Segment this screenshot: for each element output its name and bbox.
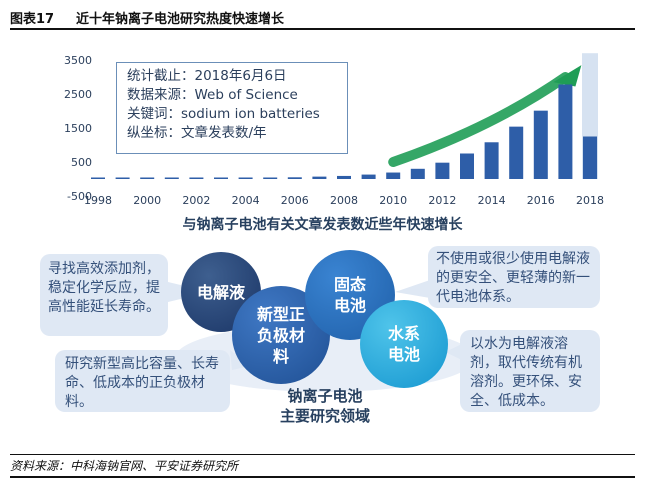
diagram-center-title: 钠离子电池 主要研究领域	[250, 386, 400, 426]
center-title-line-1: 钠离子电池	[287, 387, 363, 405]
y-tick-label: 500	[71, 156, 92, 169]
bar-2004	[238, 177, 253, 179]
bar-1998	[91, 177, 105, 179]
x-tick-label: 2008	[330, 194, 358, 207]
x-tick-label: 2006	[281, 194, 309, 207]
note-solid: 不使用或很少使用电解液的更安全、更轻薄的新一代电池体系。	[428, 246, 600, 308]
x-tick-label: 2016	[527, 194, 555, 207]
x-tick-label: 1998	[84, 194, 112, 207]
note-pointer-aqueous	[445, 344, 462, 360]
bar-2006	[287, 177, 302, 179]
bar-2018	[583, 136, 597, 179]
center-title-line-2: 主要研究领域	[279, 407, 370, 425]
note-aqueous: 以水为电解液溶剂，取代传统有机溶剂。更环保、安全、低成本。	[460, 330, 600, 412]
figure-title: 近十年钠离子电池研究热度快速增长	[76, 12, 285, 27]
bar-2003	[214, 177, 228, 179]
bar-2017	[558, 84, 573, 179]
info-box: 统计截止：2018年6月6日 数据来源：Web of Science 关键词：s…	[116, 62, 348, 154]
bar-1999	[115, 177, 130, 179]
figure-header: 图表17 近十年钠离子电池研究热度快速增长	[10, 6, 635, 30]
bar-2005	[263, 177, 278, 179]
note-electrode: 研究新型高比容量、长寿命、低成本的正负极材料。	[55, 350, 230, 412]
info-line-date: 统计截止：2018年6月6日	[127, 68, 287, 84]
x-tick-label: 2012	[428, 194, 456, 207]
trend-arrow-head	[553, 65, 582, 87]
bar-2013	[460, 153, 474, 179]
y-tick-label: 3500	[64, 54, 92, 67]
footer-rule	[10, 454, 635, 455]
chart-subtitle: 与钠离子电池有关文章发表数近些年快速增长	[182, 217, 463, 233]
bar-2010	[386, 172, 401, 179]
info-line-source: 数据来源：Web of Science	[127, 87, 298, 103]
source-note: 资料来源：中科海钠官网、平安证券研究所	[10, 459, 239, 473]
bar-2002	[189, 177, 204, 179]
info-line-yaxis: 纵坐标：文章发表数/年	[127, 125, 267, 141]
y-tick-label: 1500	[64, 122, 92, 135]
bar-2000	[140, 177, 155, 179]
bar-2016	[533, 110, 548, 179]
y-tick-label: -500	[67, 190, 92, 203]
x-tick-label: 2004	[232, 194, 260, 207]
x-tick-label: 2002	[182, 194, 210, 207]
trend-arrow-shaft	[388, 72, 571, 167]
bar-2007	[312, 176, 327, 179]
figure-number: 图表17	[10, 12, 55, 27]
y-tick-label: 2500	[64, 88, 92, 101]
footer-bottom-rule	[10, 476, 635, 478]
bar-2008	[337, 175, 351, 179]
bar-2009	[361, 174, 376, 179]
x-tick-label: 2018	[576, 194, 604, 207]
x-tick-label: 2000	[133, 194, 161, 207]
bar-2014	[484, 142, 499, 179]
bar-2011	[410, 168, 425, 179]
x-tick-label: 2014	[478, 194, 506, 207]
note-electrolyte: 寻找高效添加剂，稳定化学反应，提高性能延长寿命。	[40, 254, 168, 336]
info-line-keyword: 关键词：sodium ion batteries	[127, 106, 320, 122]
bar-2012	[435, 162, 450, 179]
circle-aqueous-battery: 水系电池	[360, 300, 448, 388]
note-pointer-solid	[395, 280, 430, 298]
bar-2001	[164, 177, 179, 179]
bar-2015	[509, 126, 524, 179]
x-tick-label: 2010	[379, 194, 407, 207]
